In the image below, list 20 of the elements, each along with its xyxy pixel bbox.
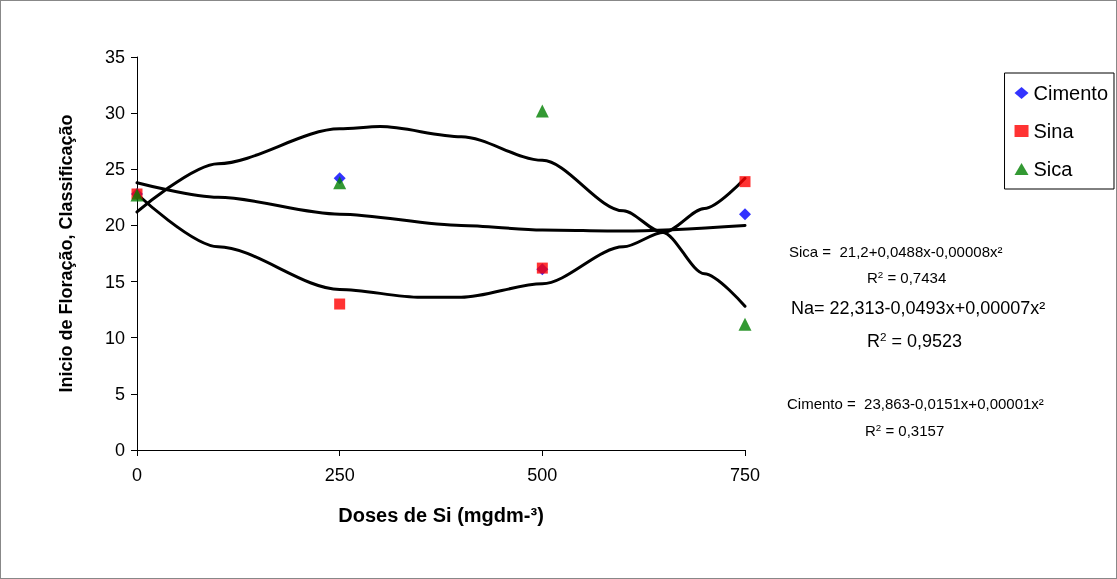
legend-label: Sica xyxy=(1033,158,1074,180)
y-axis-title: Inicio de Floração, Classificação xyxy=(56,114,76,393)
text: Cimento = 23,863-0,0151x+0,00001x² xyxy=(787,395,1044,412)
x-axis-title: Doses de Si (mgdm-³) xyxy=(338,504,544,526)
x-tick-label: 750 xyxy=(729,465,761,485)
y-tick-label: 15 xyxy=(104,271,125,292)
y-tick-label: 5 xyxy=(114,383,125,404)
text: Na= 22,313-0,0493x+0,00007x² xyxy=(791,298,1046,318)
legend-label: Cimento xyxy=(1033,82,1109,104)
y-tick-label: 20 xyxy=(104,215,125,236)
x-tick-label: 250 xyxy=(324,465,355,485)
text: Sica = 21,2+0,0488x-0,00008x² xyxy=(789,243,1003,260)
x-tick-label: 500 xyxy=(527,465,558,485)
x-tick-label: 0 xyxy=(131,465,143,485)
y-tick-label: 10 xyxy=(104,327,125,348)
y-tick-label: 25 xyxy=(104,159,125,180)
legend-label: Sina xyxy=(1033,120,1075,142)
y-tick-label: 0 xyxy=(114,440,125,460)
y-tick-label: 30 xyxy=(104,103,125,124)
y-tick-label: 35 xyxy=(104,47,125,67)
